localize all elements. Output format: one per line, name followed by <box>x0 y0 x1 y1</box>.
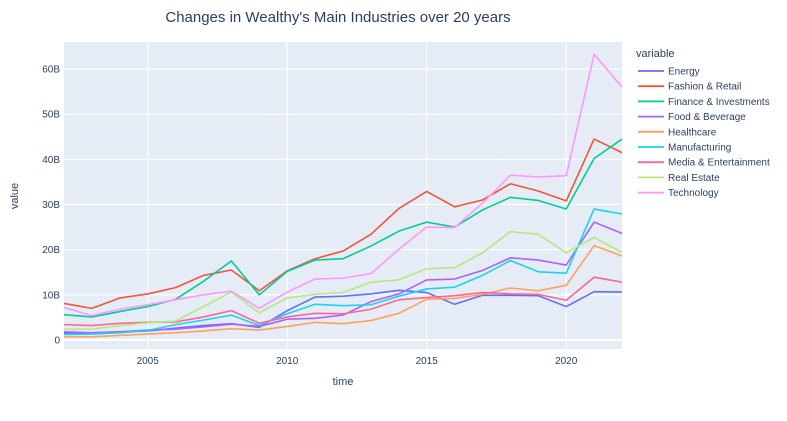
legend-item[interactable]: Healthcare <box>638 127 717 138</box>
series-line-8 <box>63 53 623 317</box>
y-axis-title: value <box>9 183 21 209</box>
series-lines <box>63 53 623 338</box>
legend-label: Manufacturing <box>668 143 731 154</box>
series-line-2 <box>63 138 623 318</box>
series-line-4 <box>64 244 623 338</box>
legend-item[interactable]: Finance & Investments <box>638 97 770 108</box>
legend-item[interactable]: Technology <box>638 188 719 199</box>
legend-label: Technology <box>668 188 719 199</box>
legend-item[interactable]: Real Estate <box>638 173 720 184</box>
series-line-1 <box>63 138 623 310</box>
legend-item[interactable]: Media & Entertainment <box>638 158 770 169</box>
legend-item[interactable]: Fashion & Retail <box>638 82 741 93</box>
legend-item[interactable]: Manufacturing <box>638 143 731 154</box>
x-tick-label: 2020 <box>555 356 578 367</box>
series-line-7 <box>64 230 623 330</box>
legend-label: Finance & Investments <box>668 97 770 108</box>
legend-label: Media & Entertainment <box>668 158 770 169</box>
legend-label: Energy <box>668 67 700 78</box>
plot-background <box>64 42 622 349</box>
legend-label: Fashion & Retail <box>668 82 741 93</box>
x-axis-ticks: 2005 2010 2015 2020 <box>137 356 578 367</box>
series-line-3 <box>63 221 623 334</box>
x-tick-label: 2010 <box>276 356 299 367</box>
x-tick-label: 2015 <box>416 356 439 367</box>
legend-title: variable <box>636 48 675 60</box>
gridlines <box>64 42 622 349</box>
legend-label: Healthcare <box>668 127 717 138</box>
series-line-5 <box>63 208 623 336</box>
x-axis-title: time <box>333 376 354 388</box>
y-tick-label: 10B <box>42 290 60 301</box>
chart-title: Changes in Wealthy's Main Industries ove… <box>165 9 510 26</box>
y-tick-label: 40B <box>42 155 60 166</box>
x-tick-label: 2005 <box>137 356 160 367</box>
y-axis-ticks: 0 10B 20B 30B 40B 50B 60B <box>42 65 60 347</box>
legend-label: Food & Beverage <box>668 112 746 123</box>
legend-item[interactable]: Energy <box>638 67 700 78</box>
legend-item[interactable]: Food & Beverage <box>638 112 746 123</box>
y-tick-label: 20B <box>42 245 60 256</box>
legend-label: Real Estate <box>668 173 720 184</box>
y-tick-label: 60B <box>42 65 60 76</box>
y-tick-label: 30B <box>42 200 60 211</box>
y-tick-label: 50B <box>42 110 60 121</box>
legend[interactable]: variable Energy Fashion & Retail Finance &… <box>636 48 770 199</box>
y-tick-label: 0 <box>54 335 60 346</box>
